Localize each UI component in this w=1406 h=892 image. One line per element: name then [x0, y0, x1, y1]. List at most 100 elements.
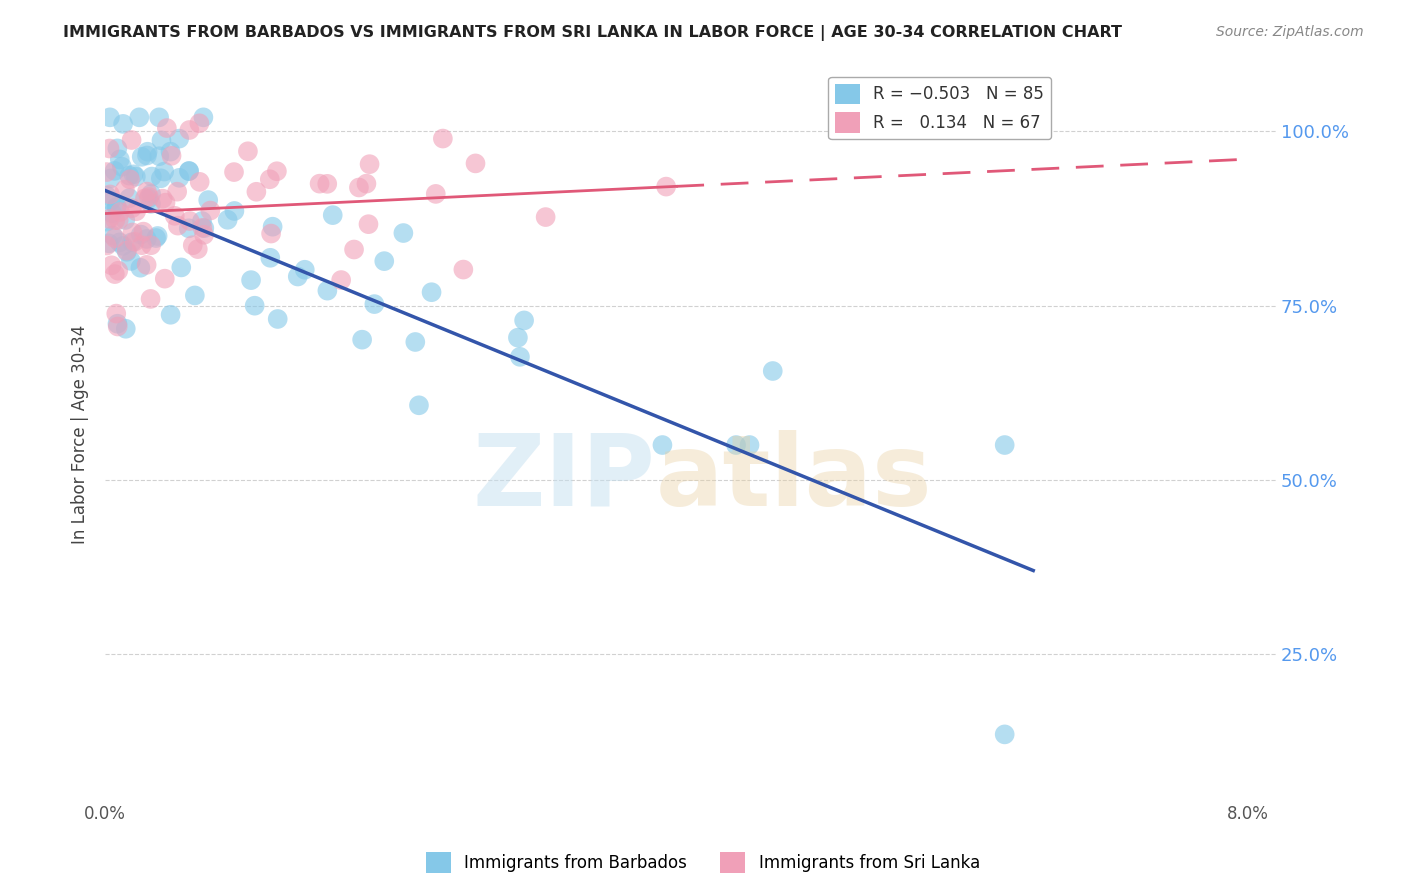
Point: [308, 177, 330, 191]
Point: [153, 164, 176, 178]
Point: [105, 307, 128, 321]
Point: [96, 189, 118, 203]
Point: [136, 145, 159, 159]
Point: [115, 244, 138, 258]
Point: [112, 239, 135, 253]
Point: [107, 264, 129, 278]
Point: [245, 185, 267, 199]
Point: [322, 208, 344, 222]
Point: [762, 364, 785, 378]
Point: [108, 205, 131, 219]
Point: [104, 267, 127, 281]
Point: [118, 191, 141, 205]
Point: [363, 297, 385, 311]
Point: [108, 235, 131, 250]
Point: [316, 284, 339, 298]
Point: [146, 229, 169, 244]
Point: [107, 317, 129, 331]
Point: [259, 251, 281, 265]
Point: [159, 308, 181, 322]
Point: [104, 231, 127, 245]
Point: [359, 157, 381, 171]
Point: [163, 209, 186, 223]
Point: [177, 221, 200, 235]
Point: [145, 231, 167, 245]
Point: [509, 350, 531, 364]
Point: [139, 186, 162, 201]
Point: [170, 260, 193, 275]
Point: [139, 238, 162, 252]
Point: [150, 133, 173, 147]
Point: [177, 164, 200, 178]
Point: [236, 145, 259, 159]
Point: [188, 175, 211, 189]
Point: [132, 225, 155, 239]
Point: [651, 438, 673, 452]
Point: [159, 145, 181, 159]
Point: [100, 171, 122, 186]
Point: [131, 150, 153, 164]
Point: [169, 170, 191, 185]
Point: [136, 148, 159, 162]
Point: [240, 273, 263, 287]
Point: [136, 185, 159, 199]
Point: [105, 141, 128, 155]
Point: [347, 180, 370, 194]
Point: [294, 262, 316, 277]
Point: [224, 204, 246, 219]
Legend: Immigrants from Barbados, Immigrants from Sri Lanka: Immigrants from Barbados, Immigrants fro…: [419, 846, 987, 880]
Point: [193, 111, 215, 125]
Point: [148, 149, 170, 163]
Point: [135, 232, 157, 246]
Point: [96, 238, 118, 252]
Point: [738, 438, 761, 452]
Point: [191, 220, 214, 235]
Point: [111, 160, 134, 174]
Point: [153, 271, 176, 285]
Point: [181, 238, 204, 252]
Point: [114, 322, 136, 336]
Point: [152, 192, 174, 206]
Point: [114, 183, 136, 197]
Point: [994, 727, 1017, 741]
Point: [166, 185, 188, 199]
Point: [408, 398, 430, 412]
Point: [179, 164, 201, 178]
Point: [131, 238, 153, 252]
Point: [148, 111, 170, 125]
Point: [138, 190, 160, 204]
Point: [98, 187, 121, 202]
Point: [121, 226, 143, 240]
Point: [118, 172, 141, 186]
Point: [179, 123, 201, 137]
Point: [96, 215, 118, 229]
Point: [107, 213, 129, 227]
Point: [259, 172, 281, 186]
Point: [392, 226, 415, 240]
Point: [105, 200, 128, 214]
Point: [114, 213, 136, 227]
Point: [135, 258, 157, 272]
Point: [343, 243, 366, 257]
Point: [97, 236, 120, 251]
Point: [107, 319, 129, 334]
Point: [128, 111, 150, 125]
Point: [115, 244, 138, 259]
Point: [260, 227, 283, 241]
Point: [373, 254, 395, 268]
Point: [96, 165, 118, 179]
Point: [267, 312, 290, 326]
Point: [287, 269, 309, 284]
Point: [534, 210, 557, 224]
Point: [100, 258, 122, 272]
Point: [104, 213, 127, 227]
Point: [655, 179, 678, 194]
Point: [453, 262, 475, 277]
Point: [139, 197, 162, 211]
Point: [125, 169, 148, 184]
Point: [167, 131, 190, 145]
Point: [725, 438, 748, 452]
Point: [357, 217, 380, 231]
Point: [120, 254, 142, 268]
Point: [98, 111, 121, 125]
